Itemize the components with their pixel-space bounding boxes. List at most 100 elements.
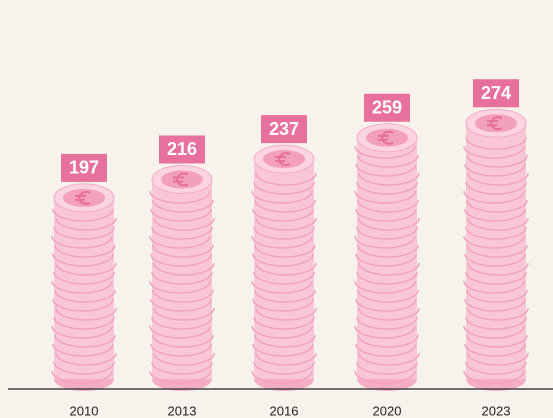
coin-edge: [149, 370, 211, 384]
coin-face: [63, 188, 105, 207]
coin-edge: [358, 352, 420, 366]
value-label-box: [261, 115, 307, 144]
coin-edge: [354, 190, 416, 204]
coin-edge: [53, 316, 115, 330]
coin-edge: [464, 163, 526, 177]
coin-edge: [255, 262, 317, 276]
coin-edge: [51, 325, 113, 339]
coin-edge: [465, 136, 527, 150]
coin-edge: [149, 325, 211, 339]
coin-edge: [465, 181, 527, 195]
coin-edge: [357, 334, 419, 348]
coin-edge: [53, 361, 115, 375]
coin-edge: [465, 316, 527, 330]
coin-edge: [52, 343, 114, 357]
coin-edge: [253, 226, 315, 240]
coin-edge: [356, 181, 418, 195]
coin-edge: [466, 244, 528, 258]
coin-edge: [254, 199, 316, 213]
coin-edge: [467, 172, 529, 186]
coin-edge: [356, 226, 418, 240]
coin-edge: [253, 316, 315, 330]
coin-edge: [153, 262, 215, 276]
coin-edge: [53, 271, 115, 285]
value-label: 216: [167, 139, 197, 159]
coin-edge: [149, 190, 211, 204]
coin-edge: [52, 208, 114, 222]
value-label-box: [473, 79, 519, 108]
coin-edge: [251, 325, 313, 339]
coin-edge: [355, 343, 417, 357]
euro-icon: [378, 130, 394, 145]
coin-edge: [355, 163, 417, 177]
coin-edge: [253, 181, 315, 195]
bar: [254, 159, 314, 379]
coin-edge: [354, 145, 416, 159]
coin-edge: [463, 190, 525, 204]
value-label: 197: [69, 158, 99, 178]
value-label: 237: [269, 119, 299, 139]
euro-icon: [275, 152, 291, 167]
value-label-box: [364, 93, 410, 122]
coin-edge: [151, 361, 213, 375]
coin-edge: [55, 262, 117, 276]
coin-edge: [355, 208, 417, 222]
coin-edge: [151, 316, 213, 330]
coin-edge: [52, 253, 114, 267]
coin-edge: [253, 361, 315, 375]
coin-edge: [152, 244, 214, 258]
x-tick-label: 2023: [482, 403, 511, 418]
coin-edge: [252, 253, 314, 267]
coin-edge: [466, 334, 528, 348]
coin-edge: [151, 271, 213, 285]
bar: [466, 123, 526, 379]
coin-edge: [354, 280, 416, 294]
coin-edge: [150, 253, 212, 267]
coin-edge: [150, 208, 212, 222]
coin-edge: [356, 271, 418, 285]
value-label: 259: [372, 98, 402, 118]
coin-edge: [464, 208, 526, 222]
coin-edge: [255, 217, 317, 231]
coin-edge: [55, 217, 117, 231]
coin-edge: [150, 298, 212, 312]
euro-icon: [75, 190, 91, 205]
coin-edge: [53, 226, 115, 240]
coin-edge: [251, 280, 313, 294]
coin-edge: [463, 280, 525, 294]
coin-edge: [358, 262, 420, 276]
coin-edge: [465, 226, 527, 240]
coin-edge: [356, 361, 418, 375]
coin-edge: [152, 334, 214, 348]
coin-edge: [153, 307, 215, 321]
coin-edge: [251, 235, 313, 249]
coin-edge: [354, 325, 416, 339]
coin-edge: [55, 307, 117, 321]
coin-edge: [358, 307, 420, 321]
coin-edge: [255, 307, 317, 321]
coin-edge: [354, 370, 416, 384]
coin-edge: [253, 271, 315, 285]
x-tick-label: 2020: [373, 403, 402, 418]
value-label-box: [61, 153, 107, 182]
coin-edge: [149, 280, 211, 294]
coin-face: [366, 128, 408, 147]
euro-icon: [487, 116, 503, 131]
coin-edge: [51, 235, 113, 249]
coin-edge: [356, 316, 418, 330]
coin-edge: [51, 370, 113, 384]
x-tick-label: 2010: [70, 403, 99, 418]
coin-edge: [252, 298, 314, 312]
coin-edge: [254, 244, 316, 258]
coin-edge: [151, 226, 213, 240]
coin-edge: [251, 190, 313, 204]
coin-edge: [153, 352, 215, 366]
coin-edge: [357, 199, 419, 213]
coin-edge: [54, 334, 116, 348]
coin-edge: [466, 289, 528, 303]
coin-edge: [252, 343, 314, 357]
coin-face: [263, 150, 305, 169]
coin-edge: [52, 298, 114, 312]
x-tick-label: 2016: [270, 403, 299, 418]
